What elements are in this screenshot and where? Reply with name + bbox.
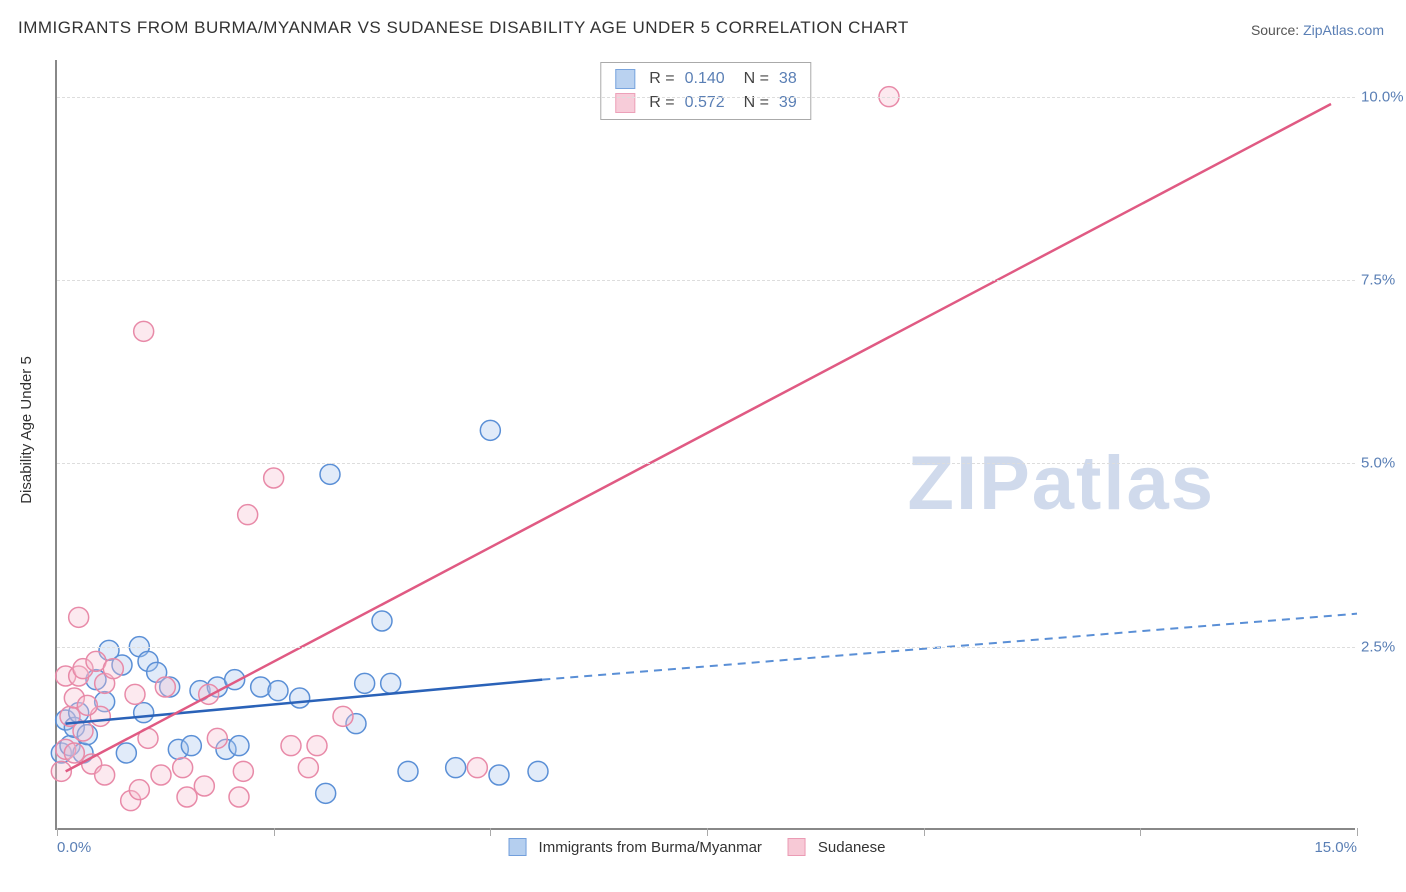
- gridline-h: [57, 280, 1355, 281]
- data-point-sudanese: [281, 736, 301, 756]
- stat-r-label: R =: [649, 91, 674, 115]
- chart-container: IMMIGRANTS FROM BURMA/MYANMAR VS SUDANES…: [0, 0, 1406, 892]
- bottom-legend: Immigrants from Burma/Myanmar Sudanese: [509, 838, 904, 856]
- y-axis-label: Disability Age Under 5: [18, 356, 35, 504]
- data-point-burma: [528, 761, 548, 781]
- data-point-sudanese: [134, 321, 154, 341]
- data-point-sudanese: [129, 780, 149, 800]
- source-link[interactable]: ZipAtlas.com: [1303, 22, 1384, 38]
- stat-r-label: R =: [649, 67, 674, 91]
- stat-n-label: N =: [735, 67, 769, 91]
- data-point-burma: [320, 464, 340, 484]
- x-tick: [707, 828, 708, 836]
- x-tick: [490, 828, 491, 836]
- y-tick-label: 10.0%: [1359, 88, 1406, 105]
- stat-n-value: 38: [779, 67, 797, 91]
- x-axis-max-label: 15.0%: [1314, 839, 1357, 856]
- data-point-sudanese: [155, 677, 175, 697]
- trend-line-sudanese: [66, 104, 1331, 771]
- data-point-sudanese: [151, 765, 171, 785]
- legend-label-sudanese: Sudanese: [818, 839, 886, 856]
- data-point-burma: [480, 420, 500, 440]
- data-point-sudanese: [125, 684, 145, 704]
- x-tick: [57, 828, 58, 836]
- data-point-burma: [268, 681, 288, 701]
- data-point-burma: [446, 758, 466, 778]
- data-point-sudanese: [194, 776, 214, 796]
- legend-swatch-sudanese: [788, 838, 806, 856]
- data-point-burma: [116, 743, 136, 763]
- data-point-burma: [251, 677, 271, 697]
- y-tick-label: 5.0%: [1359, 455, 1397, 472]
- data-point-sudanese: [229, 787, 249, 807]
- gridline-h: [57, 647, 1355, 648]
- data-point-burma: [489, 765, 509, 785]
- data-point-sudanese: [177, 787, 197, 807]
- data-point-burma: [316, 783, 336, 803]
- data-point-burma: [398, 761, 418, 781]
- data-point-sudanese: [77, 695, 97, 715]
- data-point-burma: [181, 736, 201, 756]
- chart-title: IMMIGRANTS FROM BURMA/MYANMAR VS SUDANES…: [18, 18, 909, 38]
- data-point-sudanese: [207, 728, 227, 748]
- stat-n-value: 39: [779, 91, 797, 115]
- data-point-sudanese: [307, 736, 327, 756]
- stat-row-sudanese: R = 0.572 N = 39: [615, 91, 796, 115]
- y-tick-label: 2.5%: [1359, 638, 1397, 655]
- plot-area: ZIPatlas R = 0.140 N = 38R = 0.572 N = 3…: [55, 60, 1355, 830]
- data-point-burma: [372, 611, 392, 631]
- data-point-sudanese: [467, 758, 487, 778]
- y-tick-label: 7.5%: [1359, 272, 1397, 289]
- data-point-burma: [229, 736, 249, 756]
- data-point-sudanese: [199, 684, 219, 704]
- data-point-burma: [134, 703, 154, 723]
- legend-label-burma: Immigrants from Burma/Myanmar: [539, 839, 762, 856]
- data-point-sudanese: [95, 765, 115, 785]
- stat-row-burma: R = 0.140 N = 38: [615, 67, 796, 91]
- stat-n-label: N =: [735, 91, 769, 115]
- x-axis-min-label: 0.0%: [57, 839, 91, 856]
- x-tick: [1357, 828, 1358, 836]
- gridline-h: [57, 97, 1355, 98]
- data-point-sudanese: [69, 607, 89, 627]
- stat-r-value: 0.572: [685, 91, 725, 115]
- correlation-stats-box: R = 0.140 N = 38R = 0.572 N = 39: [600, 62, 811, 120]
- stat-r-value: 0.140: [685, 67, 725, 91]
- data-point-sudanese: [73, 721, 93, 741]
- data-point-sudanese: [264, 468, 284, 488]
- x-tick: [274, 828, 275, 836]
- data-point-burma: [355, 673, 375, 693]
- data-point-sudanese: [173, 758, 193, 778]
- data-point-burma: [381, 673, 401, 693]
- x-tick: [924, 828, 925, 836]
- chart-svg: [57, 60, 1355, 828]
- data-point-sudanese: [238, 505, 258, 525]
- data-point-sudanese: [103, 659, 123, 679]
- gridline-h: [57, 463, 1355, 464]
- data-point-sudanese: [298, 758, 318, 778]
- data-point-sudanese: [233, 761, 253, 781]
- source-label: Source:: [1251, 22, 1303, 38]
- data-point-burma: [290, 688, 310, 708]
- data-point-sudanese: [333, 706, 353, 726]
- x-tick: [1140, 828, 1141, 836]
- source-attribution: Source: ZipAtlas.com: [1251, 22, 1384, 38]
- legend-swatch-burma: [615, 69, 635, 89]
- data-point-sudanese: [64, 743, 84, 763]
- legend-swatch-burma: [509, 838, 527, 856]
